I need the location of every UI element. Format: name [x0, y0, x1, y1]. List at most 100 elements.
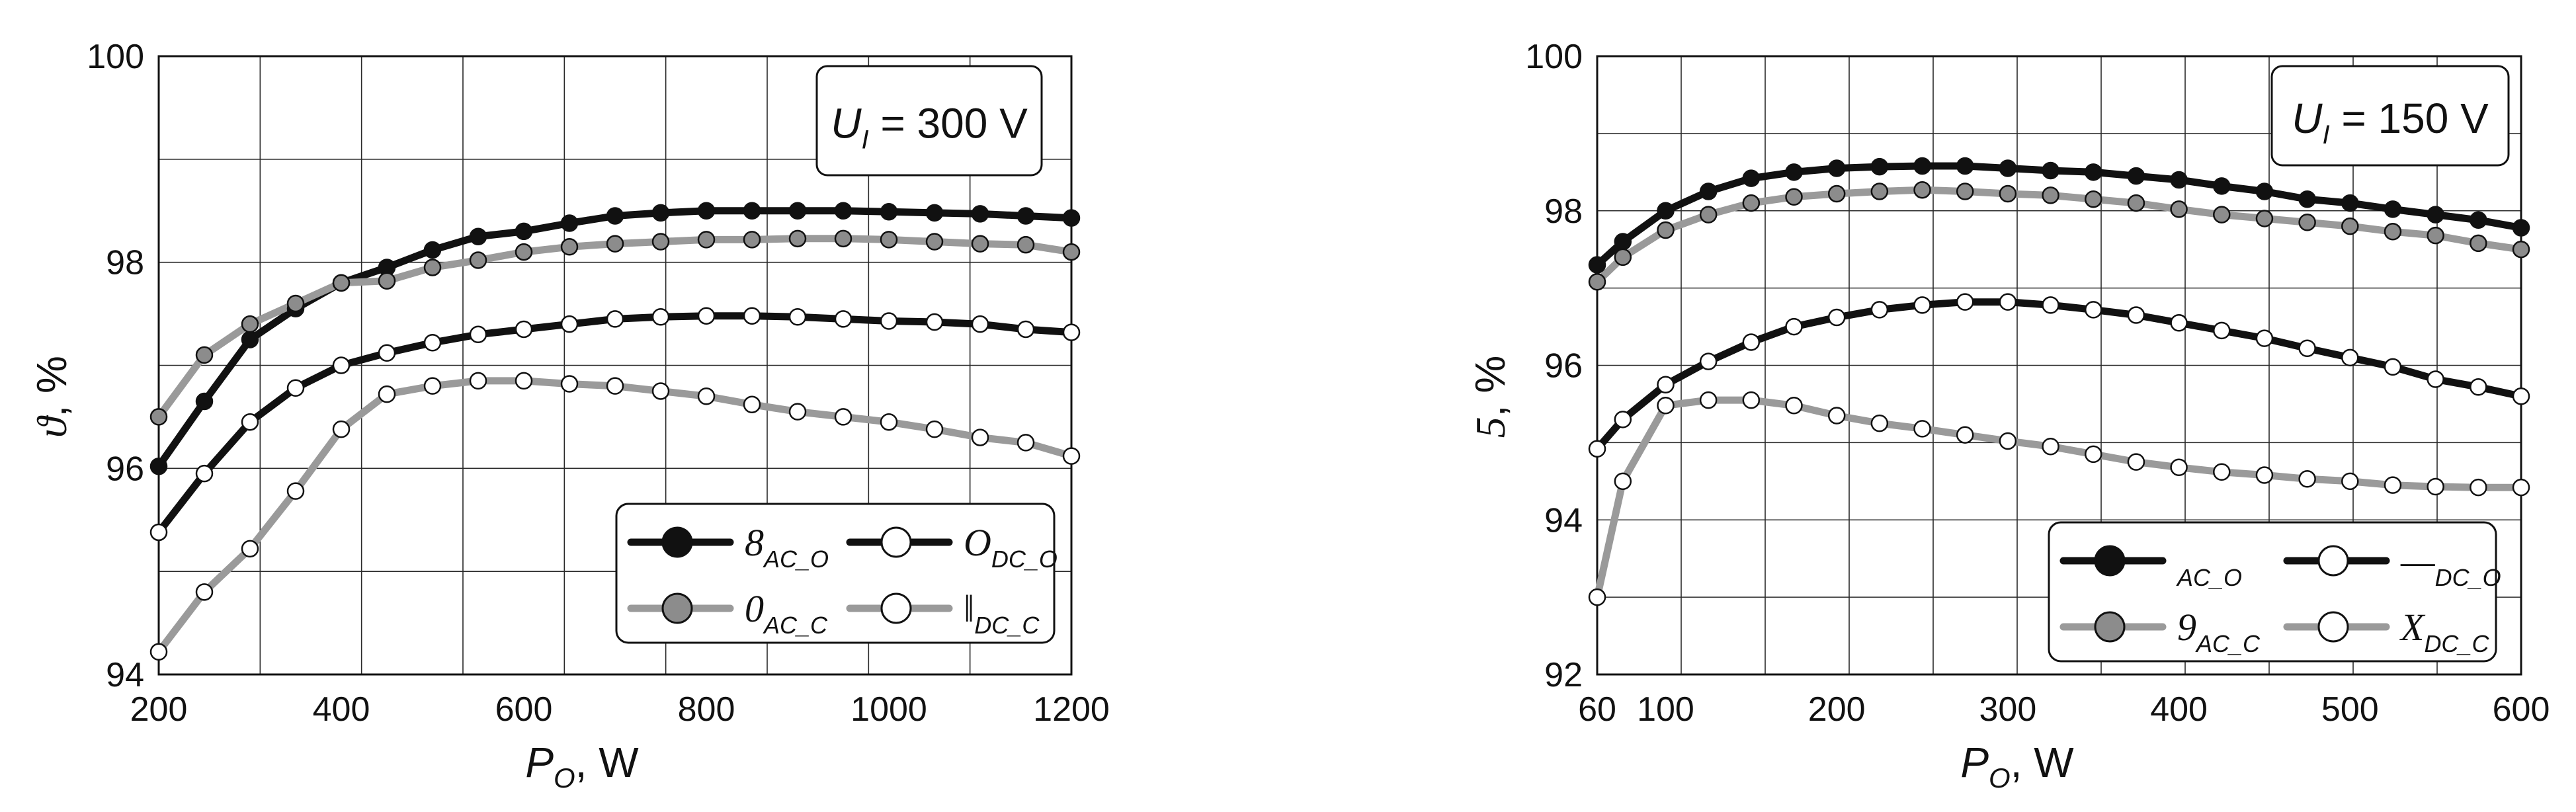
- data-point: [1827, 159, 1846, 177]
- data-point: [332, 356, 351, 374]
- data-point: [971, 235, 989, 253]
- plot-frame: [157, 55, 1073, 676]
- annotation-label: UI = 150 V: [2292, 95, 2489, 149]
- data-point: [423, 377, 442, 395]
- data-point: [241, 331, 259, 348]
- data-point: [1588, 256, 1606, 274]
- data-point: [1657, 202, 1675, 220]
- data-point: [880, 413, 898, 431]
- legend-label: AC_O: [2176, 564, 2242, 591]
- data-point: [1956, 426, 1974, 444]
- data-point: [2084, 163, 2102, 181]
- data-point: [971, 205, 989, 223]
- data-point: [2213, 321, 2231, 340]
- chart-panel-2: 60 100 200 300 400 500 600 92 94 96 98 100 UI = 150 …: [1466, 38, 2550, 793]
- data-point: [149, 523, 168, 542]
- x-tick-label: 300: [1979, 690, 2037, 729]
- data-point: [2084, 301, 2102, 319]
- legend-label: ODC_O: [964, 521, 1058, 573]
- data-point: [1870, 183, 1889, 200]
- data-point: [1614, 472, 1632, 491]
- data-point: [286, 379, 305, 397]
- data-point: [2042, 161, 2059, 180]
- data-point: [332, 274, 351, 292]
- data-point: [1956, 293, 1974, 311]
- data-point: [515, 222, 533, 241]
- data-point: [651, 204, 670, 222]
- data-point: [2512, 219, 2530, 237]
- y-tick-label: 100: [1525, 38, 1583, 76]
- data-point: [2127, 194, 2145, 212]
- data-point: [1699, 206, 1718, 223]
- data-point: [1999, 184, 2017, 203]
- data-point: [2341, 348, 2359, 367]
- data-point: [788, 202, 807, 220]
- x-tick-label: 400: [2150, 690, 2208, 729]
- x-tick-label: 100: [1637, 690, 1694, 729]
- data-point: [1870, 414, 1889, 432]
- x-tick-label: 60: [1578, 690, 1616, 729]
- data-point: [2384, 358, 2402, 376]
- data-point: [834, 310, 852, 328]
- data-point: [515, 372, 533, 390]
- legend-swatch-marker: [880, 526, 912, 558]
- data-point: [651, 308, 670, 326]
- legend-swatch-marker: [880, 592, 912, 624]
- y-tick-label: 100: [87, 38, 144, 76]
- data-point: [2042, 437, 2059, 456]
- data-point: [606, 377, 624, 395]
- data-point: [2384, 476, 2402, 494]
- data-point: [697, 202, 716, 220]
- data-point: [2470, 234, 2487, 253]
- data-point: [651, 233, 670, 251]
- data-point: [241, 315, 259, 333]
- data-point: [2255, 210, 2274, 227]
- data-point: [2470, 478, 2487, 497]
- data-point: [1913, 420, 1931, 438]
- x-tick-label: 500: [2321, 690, 2379, 729]
- data-point: [1614, 248, 1632, 266]
- data-point: [1657, 376, 1675, 393]
- y-tick-label: 94: [1544, 501, 1583, 540]
- data-point: [1017, 434, 1035, 452]
- data-point: [195, 464, 214, 483]
- data-point: [1017, 320, 1035, 339]
- data-point: [2042, 296, 2059, 314]
- data-point: [1017, 207, 1035, 225]
- data-point: [378, 272, 396, 290]
- data-point: [1785, 397, 1803, 415]
- data-point: [1062, 209, 1081, 227]
- y-tick-label: 96: [106, 450, 144, 488]
- data-point: [1588, 273, 1606, 291]
- data-point: [2170, 200, 2188, 218]
- x-tick-label: 1000: [851, 690, 927, 729]
- data-point: [2127, 453, 2145, 471]
- data-point: [1614, 233, 1632, 251]
- legend-label: 8AC_O: [745, 521, 829, 573]
- data-point: [606, 235, 624, 253]
- y-tick-label: 94: [106, 656, 144, 694]
- data-point: [1870, 301, 1889, 319]
- data-point: [378, 385, 396, 403]
- x-tick-label: 200: [130, 690, 188, 729]
- data-point: [1785, 188, 1803, 206]
- data-point: [2170, 313, 2188, 332]
- annotation-label: UI = 300 V: [831, 100, 1028, 155]
- data-point: [2084, 190, 2102, 208]
- data-point: [2255, 466, 2274, 484]
- data-point: [560, 238, 579, 256]
- data-point: [195, 583, 214, 601]
- data-point: [149, 408, 168, 426]
- data-point: [1742, 333, 1761, 351]
- data-point: [2512, 478, 2530, 497]
- data-point: [1062, 323, 1081, 341]
- data-point: [241, 540, 259, 558]
- data-point: [423, 333, 442, 352]
- data-point: [2127, 167, 2145, 185]
- x-tick-label: 800: [678, 690, 735, 729]
- data-point: [2298, 190, 2316, 208]
- data-point: [1785, 317, 1803, 336]
- data-point: [2170, 458, 2188, 477]
- legend-swatch-marker: [2317, 545, 2349, 577]
